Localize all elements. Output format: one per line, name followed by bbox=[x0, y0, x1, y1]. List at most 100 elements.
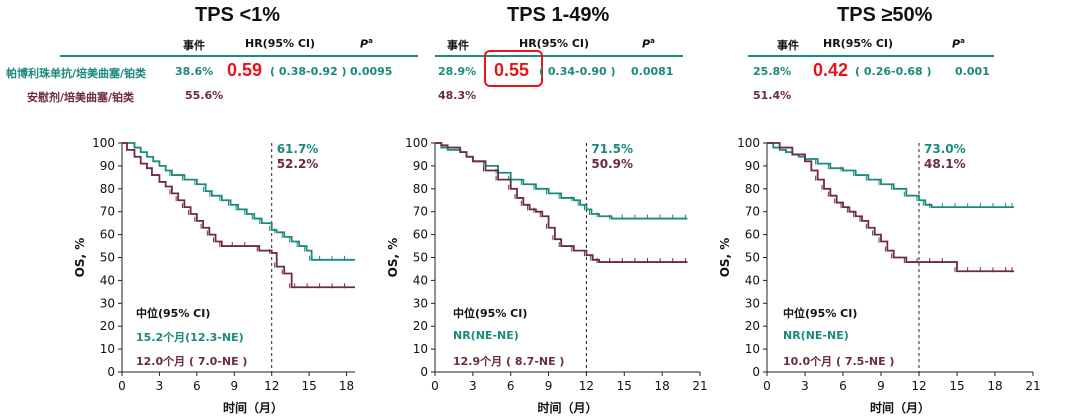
x-tick-label: 18 bbox=[339, 379, 354, 393]
y-tick-label: 80 bbox=[413, 182, 428, 196]
median-pembro: NR(NE-NE) bbox=[783, 329, 849, 342]
y-tick-label: 30 bbox=[100, 296, 115, 310]
x-tick-label: 3 bbox=[801, 379, 809, 393]
p-header: Pa bbox=[952, 37, 965, 51]
events-placebo: 55.6% bbox=[185, 89, 224, 102]
median-placebo: 12.9个月 ( 8.7-NE ) bbox=[453, 355, 565, 368]
table-divider bbox=[435, 55, 683, 57]
hr-header: HR(95% CI) bbox=[823, 37, 894, 50]
y-tick-label: 30 bbox=[745, 296, 760, 310]
panel-tps-ge50: TPS ≥50% 事件 HR(95% CI) Pa 25.8% 0.42 ( 0… bbox=[710, 0, 1065, 420]
median-title: 中位(95% CI) bbox=[136, 307, 211, 320]
hr-ci: ( 0.38-0.92 ) bbox=[270, 65, 347, 78]
x-tick-label: 15 bbox=[949, 379, 964, 393]
events-pembro: 38.6% bbox=[175, 65, 214, 78]
hr-ci: ( 0.26-0.68 ) bbox=[855, 65, 932, 78]
x-tick-label: 6 bbox=[507, 379, 515, 393]
x-tick-label: 15 bbox=[302, 379, 317, 393]
median-pembro: 15.2个月(12.3-NE) bbox=[136, 331, 244, 344]
km-plot: 0102030405060708090100036912151821时间（月）O… bbox=[73, 136, 355, 415]
x-tick-label: 12 bbox=[911, 379, 926, 393]
y-tick-label: 10 bbox=[100, 342, 115, 356]
p-header: Pa bbox=[360, 37, 373, 51]
x-tick-label: 0 bbox=[431, 379, 439, 393]
hr-value: 0.42 bbox=[813, 60, 849, 80]
x-tick-label: 12 bbox=[579, 379, 594, 393]
panel-title: TPS 1-49% bbox=[507, 4, 610, 26]
median-placebo: 12.0个月 ( 7.0-NE ) bbox=[136, 355, 248, 368]
y-tick-label: 20 bbox=[100, 319, 115, 333]
p-header: Pa bbox=[642, 37, 655, 51]
y-tick-label: 100 bbox=[92, 136, 115, 150]
x-tick-label: 6 bbox=[839, 379, 847, 393]
arm-pembro-label: 帕博利珠单抗/培美曲塞/铂类 bbox=[6, 67, 147, 80]
hr-value: 0.59 bbox=[227, 60, 263, 80]
y-tick-label: 50 bbox=[100, 251, 115, 265]
panel-tps-lt1: TPS <1% 事件 HR(95% CI) Pa 帕博利珠单抗/培美曲塞/铂类 … bbox=[0, 0, 418, 420]
median-title: 中位(95% CI) bbox=[453, 307, 528, 320]
panel-title: TPS ≥50% bbox=[837, 4, 933, 26]
x-tick-label: 9 bbox=[545, 379, 553, 393]
pembro-curve bbox=[122, 142, 355, 261]
y-tick-label: 80 bbox=[100, 182, 115, 196]
hr-value: 0.55 bbox=[494, 60, 530, 80]
landmark-placebo-label: 50.9% bbox=[591, 157, 633, 171]
y-tick-label: 90 bbox=[745, 159, 760, 173]
placebo-curve bbox=[435, 142, 688, 263]
y-tick-label: 90 bbox=[413, 159, 428, 173]
y-tick-label: 70 bbox=[413, 205, 428, 219]
events-placebo: 51.4% bbox=[753, 89, 792, 102]
x-axis-label: 时间（月） bbox=[223, 400, 283, 415]
y-tick-label: 70 bbox=[100, 205, 115, 219]
x-tick-label: 0 bbox=[118, 379, 126, 393]
y-tick-label: 100 bbox=[405, 136, 428, 150]
panel-title: TPS <1% bbox=[195, 4, 281, 26]
x-tick-label: 18 bbox=[655, 379, 670, 393]
y-axis-label: OS, % bbox=[718, 238, 732, 278]
landmark-placebo-label: 52.2% bbox=[277, 157, 319, 171]
events-pembro: 28.9% bbox=[438, 65, 477, 78]
y-tick-label: 60 bbox=[100, 228, 115, 242]
x-tick-label: 21 bbox=[1025, 379, 1040, 393]
placebo-curve bbox=[122, 142, 355, 289]
panel-tps-1-49: TPS 1-49% 事件 HR(95% CI) Pa 28.9% 0.55 ( … bbox=[355, 0, 710, 420]
x-tick-label: 15 bbox=[617, 379, 632, 393]
x-tick-label: 6 bbox=[193, 379, 201, 393]
y-tick-label: 10 bbox=[413, 342, 428, 356]
y-tick-label: 50 bbox=[745, 251, 760, 265]
landmark-placebo-label: 48.1% bbox=[924, 157, 966, 171]
y-tick-label: 30 bbox=[413, 296, 428, 310]
landmark-pembro-label: 71.5% bbox=[591, 142, 633, 156]
y-tick-label: 100 bbox=[737, 136, 760, 150]
median-placebo: 10.0个月 ( 7.5-NE ) bbox=[783, 355, 895, 368]
arm-placebo-label: 安慰剂/培美曲塞/铂类 bbox=[27, 91, 135, 104]
events-header: 事件 bbox=[183, 39, 205, 52]
x-tick-label: 0 bbox=[763, 379, 771, 393]
y-tick-label: 50 bbox=[413, 251, 428, 265]
y-tick-label: 60 bbox=[413, 228, 428, 242]
y-tick-label: 0 bbox=[107, 365, 115, 379]
y-tick-label: 20 bbox=[413, 319, 428, 333]
x-tick-label: 9 bbox=[877, 379, 885, 393]
x-tick-label: 3 bbox=[469, 379, 477, 393]
median-title: 中位(95% CI) bbox=[783, 307, 858, 320]
x-tick-label: 21 bbox=[692, 379, 707, 393]
y-tick-label: 60 bbox=[745, 228, 760, 242]
x-tick-label: 12 bbox=[264, 379, 279, 393]
y-tick-label: 80 bbox=[745, 182, 760, 196]
x-axis-label: 时间（月） bbox=[870, 400, 930, 415]
y-tick-label: 20 bbox=[745, 319, 760, 333]
y-axis-label: OS, % bbox=[73, 238, 87, 278]
pembro-curve bbox=[767, 142, 1014, 209]
y-tick-label: 10 bbox=[745, 342, 760, 356]
hr-ci: ( 0.34-0.90 ) bbox=[539, 65, 616, 78]
events-header: 事件 bbox=[777, 39, 799, 52]
pembro-curve bbox=[435, 142, 688, 220]
hr-header: HR(95% CI) bbox=[519, 37, 590, 50]
p-value: 0.0081 bbox=[631, 65, 674, 78]
table-divider bbox=[60, 55, 418, 57]
events-pembro: 25.8% bbox=[753, 65, 792, 78]
landmark-pembro-label: 73.0% bbox=[924, 142, 966, 156]
